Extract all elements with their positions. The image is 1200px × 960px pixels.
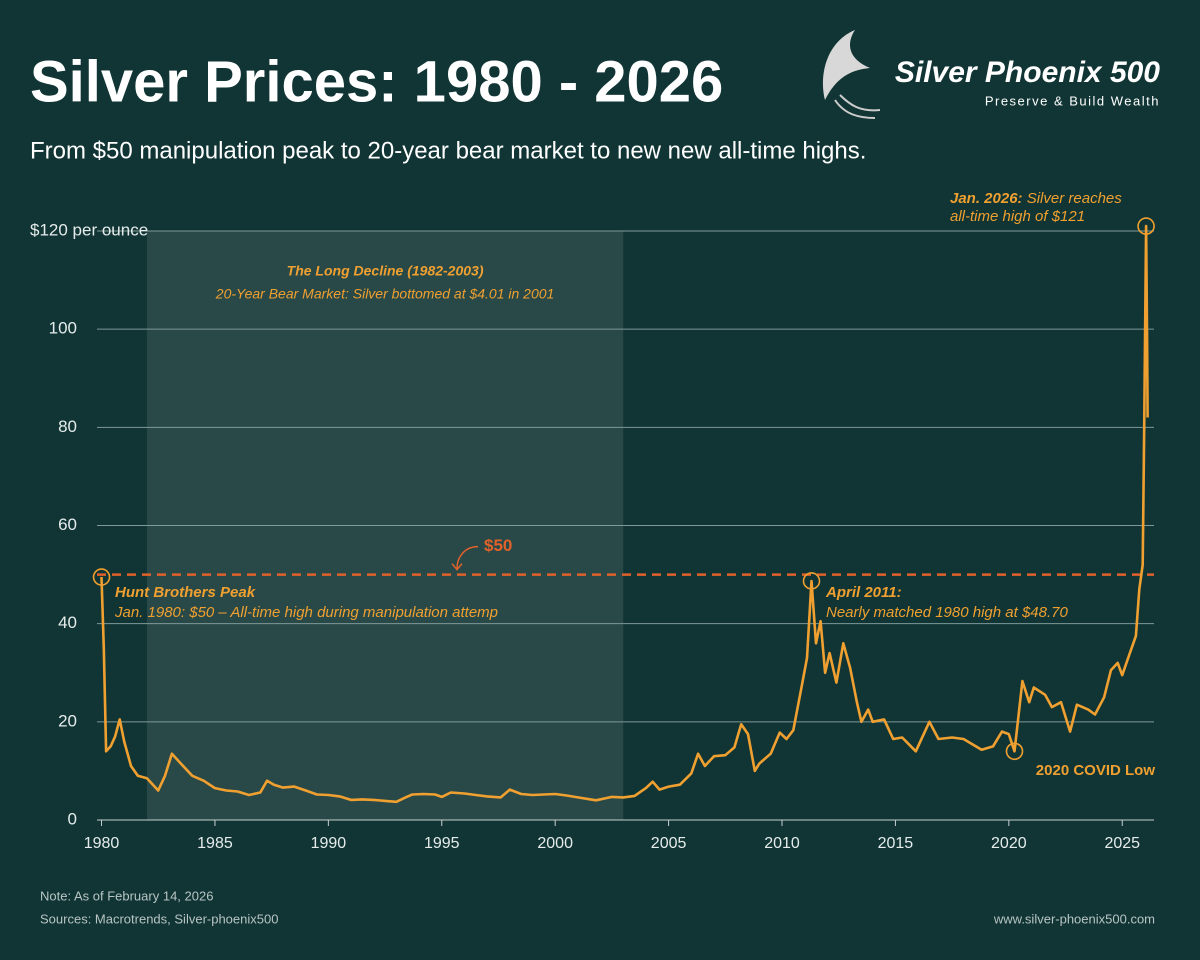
annotation-title: 2020 COVID Low: [1036, 762, 1156, 779]
x-tick-label: 1990: [311, 835, 347, 852]
x-tick-label: 1980: [84, 835, 120, 852]
y-tick-label: 100: [49, 319, 77, 338]
annotation-text: Jan. 1980: $50 – All-time high during ma…: [114, 604, 498, 621]
x-tick-label: 1995: [424, 835, 460, 852]
price-line: [100, 224, 1149, 804]
annotation-text: Nearly matched 1980 high at $48.70: [826, 604, 1068, 621]
website: www.silver-phoenix500.com: [993, 911, 1155, 926]
annotation-marker: [1137, 217, 1155, 235]
shade-title: The Long Decline (1982-2003): [287, 263, 484, 279]
reference-arrow: [451, 545, 479, 571]
y-tick-label: $120 per ounce: [30, 220, 148, 239]
y-tick-label: 60: [58, 515, 77, 534]
x-tick-label: 2025: [1104, 835, 1140, 852]
annotation-title: Hunt Brothers Peak: [115, 584, 256, 601]
annotation-title: Jan. 2026:: [950, 190, 1023, 207]
chart-title: Silver Prices: 1980 - 2026: [30, 49, 723, 114]
annotation: Jan. 2026: Silver reaches: [950, 190, 1122, 207]
y-tick-label: 20: [58, 711, 77, 730]
x-tick-label: 2015: [878, 835, 914, 852]
logo: Silver Phoenix 500 Preserve & Build Weal…: [823, 30, 1160, 119]
shade-text: 20-Year Bear Market: Silver bottomed at …: [215, 286, 555, 302]
x-tick-label: 2010: [764, 835, 800, 852]
x-tick-label: 2005: [651, 835, 687, 852]
x-tick-label: 2020: [991, 835, 1027, 852]
logo-tail: [834, 94, 881, 119]
logo-bird: [823, 30, 870, 100]
annotation-text: Silver reaches: [1023, 190, 1123, 207]
x-tick-label: 2000: [537, 835, 573, 852]
logo-tagline: Preserve & Build Wealth: [985, 93, 1160, 108]
annotation-text: all-time high of $121: [950, 208, 1085, 225]
y-tick-label: 40: [58, 613, 77, 632]
annotation-title: April 2011:: [825, 584, 902, 601]
x-tick-label: 1985: [197, 835, 233, 852]
annotation-marker: [92, 568, 111, 586]
reference-label: $50: [484, 536, 512, 555]
annotation-marker: [802, 572, 821, 590]
note: Note: As of February 14, 2026: [40, 888, 213, 903]
y-tick-label: 80: [58, 417, 77, 436]
y-tick-label: 0: [68, 809, 77, 828]
subtitle: From $50 manipulation peak to 20-year be…: [30, 137, 866, 164]
annotation-marker: [1005, 742, 1024, 761]
logo-name: Silver Phoenix 500: [895, 56, 1160, 89]
sources: Sources: Macrotrends, Silver-phoenix500: [40, 911, 278, 926]
